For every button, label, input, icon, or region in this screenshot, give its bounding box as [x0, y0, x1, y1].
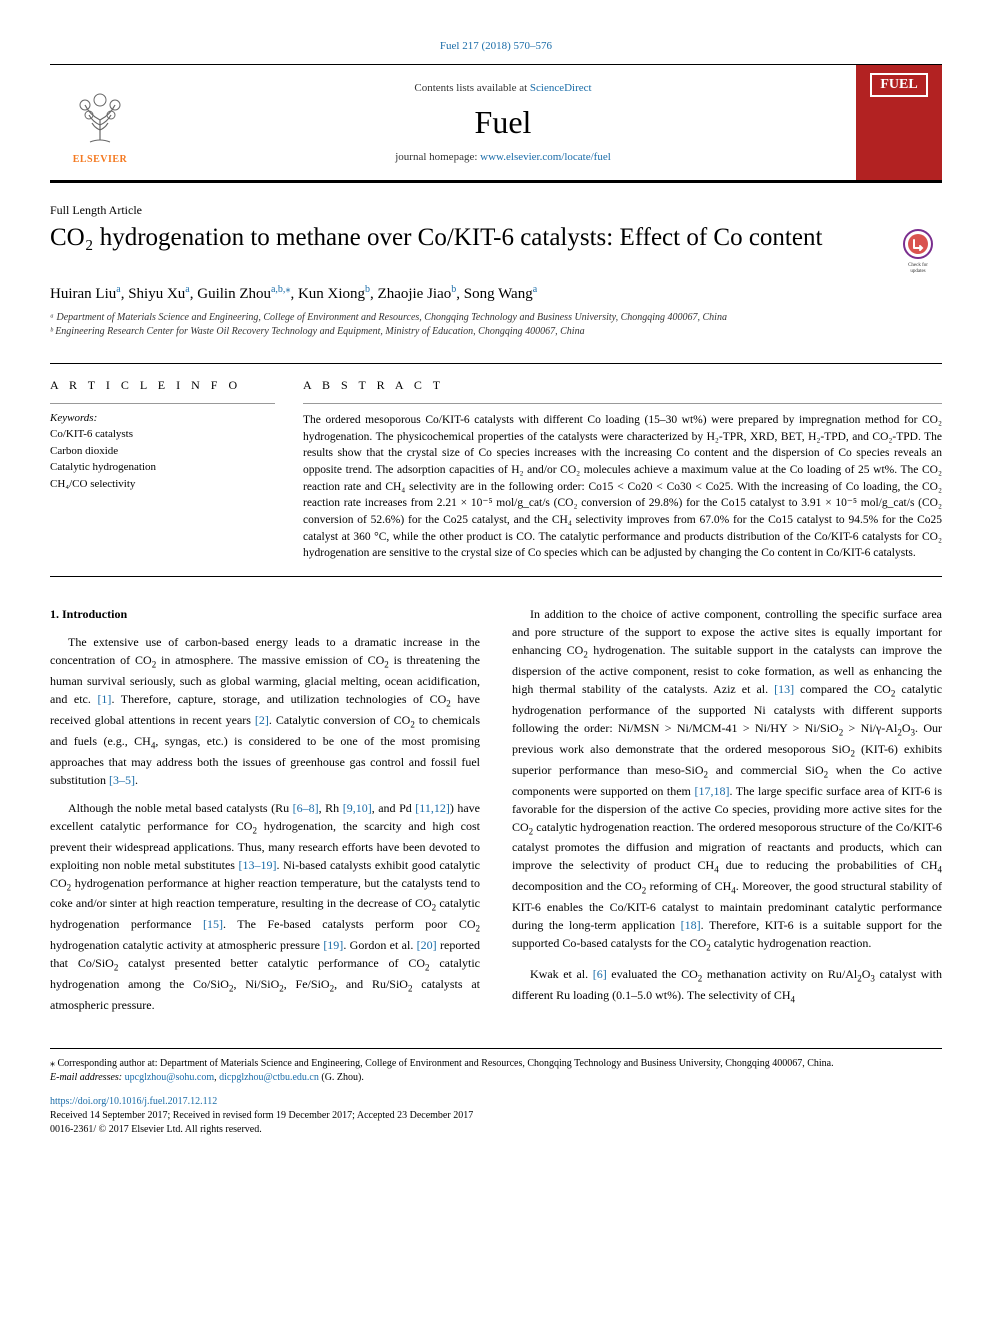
ref-link[interactable]: [2] — [255, 713, 269, 727]
doi-link[interactable]: https://doi.org/10.1016/j.fuel.2017.12.1… — [50, 1096, 217, 1107]
journal-cover: FUEL — [856, 65, 942, 180]
body-para: Although the noble metal based catalysts… — [50, 799, 480, 1014]
email-line: E-mail addresses: upcglzhou@sohu.com, di… — [50, 1071, 942, 1085]
affiliation-b: ᵇ Engineering Research Center for Waste … — [50, 325, 942, 339]
ref-link[interactable]: [18] — [681, 918, 701, 932]
keyword: Catalytic hydrogenation — [50, 459, 275, 476]
body-columns: 1. Introduction The extensive use of car… — [50, 605, 942, 1024]
svg-text:updates: updates — [910, 269, 925, 274]
ref-link[interactable]: [15] — [203, 917, 223, 931]
email-label: E-mail addresses: — [50, 1072, 125, 1083]
abstract-label: A B S T R A C T — [303, 378, 942, 393]
body-para: The extensive use of carbon-based energy… — [50, 633, 480, 789]
email-link[interactable]: dicpglzhou@ctbu.edu.cn — [219, 1072, 319, 1083]
article-type: Full Length Article — [50, 203, 942, 218]
elsevier-label: ELSEVIER — [73, 154, 128, 165]
ref-link[interactable]: [1] — [97, 692, 111, 706]
homepage-link[interactable]: www.elsevier.com/locate/fuel — [480, 151, 611, 163]
intro-heading: 1. Introduction — [50, 605, 480, 623]
copyright: 0016-2361/ © 2017 Elsevier Ltd. All righ… — [50, 1123, 942, 1137]
homepage-line: journal homepage: www.elsevier.com/locat… — [150, 151, 856, 163]
journal-name: Fuel — [150, 104, 856, 141]
check-updates-badge[interactable]: Check for updates — [894, 226, 942, 274]
received-dates: Received 14 September 2017; Received in … — [50, 1109, 942, 1123]
ref-link[interactable]: [20] — [417, 938, 437, 952]
email-suffix: (G. Zhou). — [319, 1072, 364, 1083]
ref-link[interactable]: [9,10] — [343, 801, 372, 815]
affiliation-a: ᵃ Department of Materials Science and En… — [50, 311, 942, 325]
contents-prefix: Contents lists available at — [414, 82, 529, 94]
email-link[interactable]: upcglzhou@sohu.com — [125, 1072, 214, 1083]
contents-line: Contents lists available at ScienceDirec… — [150, 82, 856, 94]
body-para: Kwak et al. [6] evaluated the CO2 methan… — [512, 965, 942, 1007]
elsevier-tree-icon — [65, 80, 135, 150]
body-para: In addition to the choice of active comp… — [512, 605, 942, 955]
abstract: A B S T R A C T The ordered mesoporous C… — [303, 378, 942, 562]
header-center: Contents lists available at ScienceDirec… — [150, 70, 856, 175]
ref-link[interactable]: [6–8] — [293, 801, 319, 815]
affiliations: ᵃ Department of Materials Science and En… — [50, 311, 942, 339]
ref-link[interactable]: [13–19] — [239, 858, 277, 872]
homepage-prefix: journal homepage: — [395, 151, 480, 163]
elsevier-logo[interactable]: ELSEVIER — [50, 65, 150, 180]
journal-issue-link[interactable]: Fuel 217 (2018) 570–576 — [50, 40, 942, 52]
check-updates-text: Check for — [908, 263, 928, 268]
corr-author-note: ⁎ Corresponding author at: Department of… — [50, 1057, 942, 1071]
ref-link[interactable]: [13] — [774, 682, 794, 696]
abstract-text: The ordered mesoporous Co/KIT-6 catalyst… — [303, 412, 942, 562]
ref-link[interactable]: [17,18] — [694, 784, 729, 798]
ref-link[interactable]: [3–5] — [109, 773, 135, 787]
journal-cover-title: FUEL — [870, 73, 927, 97]
keywords-list: Co/KIT-6 catalysts Carbon dioxide Cataly… — [50, 426, 275, 492]
keyword: CH₄/CO selectivity — [50, 476, 275, 493]
doi-block: https://doi.org/10.1016/j.fuel.2017.12.1… — [50, 1095, 942, 1137]
sciencedirect-link[interactable]: ScienceDirect — [530, 82, 592, 94]
ref-link[interactable]: [11,12] — [415, 801, 450, 815]
journal-header: ELSEVIER Contents lists available at Sci… — [50, 64, 942, 183]
corresponding-footnote: ⁎ Corresponding author at: Department of… — [50, 1057, 942, 1085]
keyword: Carbon dioxide — [50, 443, 275, 460]
article-info-label: A R T I C L E I N F O — [50, 378, 275, 393]
keywords-label: Keywords: — [50, 412, 275, 424]
authors: Huiran Liua, Shiyu Xua, Guilin Zhoua,b,⁎… — [50, 284, 942, 303]
article-title: CO₂ hydrogenation to methane over Co/KIT… — [50, 222, 882, 255]
left-column: 1. Introduction The extensive use of car… — [50, 605, 480, 1024]
keyword: Co/KIT-6 catalysts — [50, 426, 275, 443]
right-column: In addition to the choice of active comp… — [512, 605, 942, 1024]
ref-link[interactable]: [6] — [593, 967, 607, 981]
article-info: A R T I C L E I N F O Keywords: Co/KIT-6… — [50, 378, 275, 562]
ref-link[interactable]: [19] — [323, 938, 343, 952]
